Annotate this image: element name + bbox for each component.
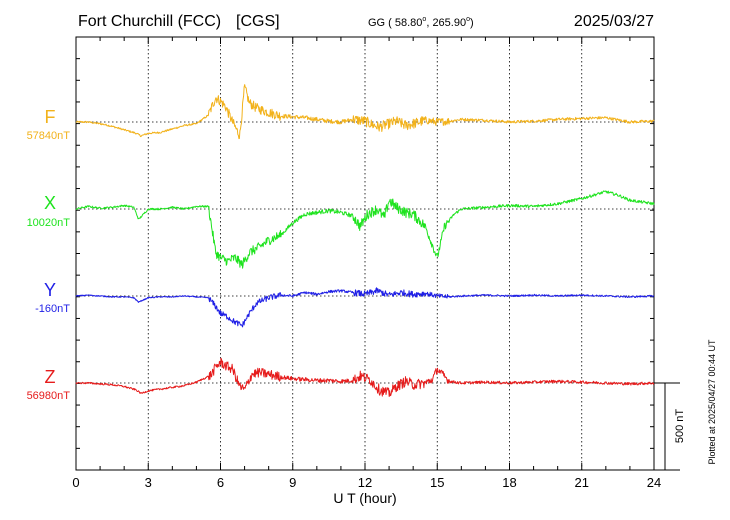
coordinates-lat: GG ( 58.80 xyxy=(368,17,422,29)
coordinates-close: ) xyxy=(470,17,474,29)
x-tick-label: 0 xyxy=(72,475,79,490)
component-name: X xyxy=(44,193,56,213)
x-tick-label: 9 xyxy=(289,475,296,490)
component-z-label: Z 56980nT xyxy=(27,367,71,402)
x-tick-label: 18 xyxy=(502,475,516,490)
component-name: Z xyxy=(45,367,56,387)
component-y-label: Y -160nT xyxy=(35,280,70,315)
gridlines xyxy=(76,37,654,470)
x-tick-labels: 0 3 6 9 12 15 18 21 24 xyxy=(72,475,661,490)
component-x-label: X 10020nT xyxy=(27,193,71,229)
x-tick-label: 24 xyxy=(647,475,661,490)
series-line-y xyxy=(75,287,654,328)
traces xyxy=(75,84,655,397)
coordinates-lon: , 265.90 xyxy=(426,17,466,29)
scale-bar-label: 500 nT xyxy=(674,409,686,444)
component-baseline: 57840nT xyxy=(27,130,71,142)
x-tick-label: 15 xyxy=(430,475,444,490)
degree-mark-lat: o xyxy=(422,16,426,23)
component-baseline: -160nT xyxy=(35,303,70,315)
component-name: F xyxy=(45,107,56,127)
series-line-z xyxy=(75,357,655,397)
network-label: [CGS] xyxy=(236,13,280,30)
coordinates-label: GG ( 58.80o, 265.90o) xyxy=(368,16,474,29)
x-tick-label: 6 xyxy=(217,475,224,490)
component-f-label: F 57840nT xyxy=(27,107,71,142)
component-baseline: 10020nT xyxy=(27,217,71,229)
station-title: Fort Churchill (FCC) xyxy=(78,13,221,30)
x-tick-label: 12 xyxy=(358,475,372,490)
degree-mark-lon: o xyxy=(466,16,470,23)
x-tick-label: 21 xyxy=(575,475,589,490)
x-axis-label: U T (hour) xyxy=(333,490,396,506)
component-name: Y xyxy=(44,280,56,300)
component-baseline: 56980nT xyxy=(27,390,71,402)
series-line-x xyxy=(75,190,655,269)
plotted-at-note: Plotted at 2025/04/27 00:44 UT xyxy=(707,339,717,465)
date-label: 2025/03/27 xyxy=(574,13,654,30)
scale-bar: 500 nT xyxy=(654,382,686,471)
x-tick-label: 3 xyxy=(145,475,152,490)
series-line-f xyxy=(75,84,655,140)
